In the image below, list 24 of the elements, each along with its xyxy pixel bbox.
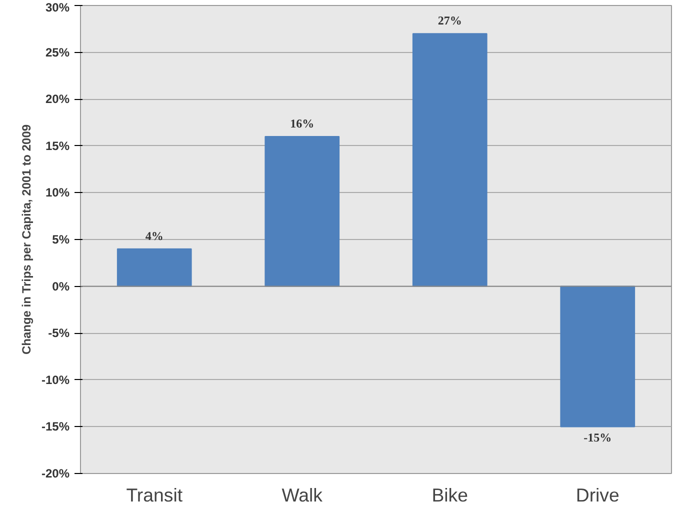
y-tick-label: -5%	[48, 326, 70, 340]
y-tick-label: -10%	[41, 372, 70, 387]
data-label: 4%	[145, 228, 164, 243]
bar	[560, 286, 636, 428]
bar	[116, 248, 192, 287]
y-tick-label: -15%	[41, 420, 70, 434]
data-label: 27%	[438, 14, 462, 28]
y-tick-label: 30%	[45, 0, 70, 14]
y-tick-label: 5%	[52, 232, 70, 246]
y-tick-label: 15%	[45, 138, 70, 153]
data-label: -15%	[584, 430, 612, 445]
y-tick-label: 20%	[45, 92, 70, 106]
bar	[264, 136, 340, 287]
y-axis-title: Change in Trips per Capita, 2001 to 2009	[19, 124, 34, 355]
x-tick-label: Bike	[432, 484, 468, 506]
bar	[412, 33, 488, 287]
x-tick-label: Drive	[576, 484, 620, 506]
x-tick-label: Walk	[282, 484, 324, 506]
x-tick-label: Transit	[126, 484, 184, 506]
y-tick-label: -20%	[41, 466, 70, 480]
y-tick-label: 10%	[45, 186, 70, 200]
data-label: 16%	[290, 116, 314, 131]
y-tick-label: 25%	[45, 45, 70, 60]
y-tick-label: 0%	[52, 279, 70, 294]
